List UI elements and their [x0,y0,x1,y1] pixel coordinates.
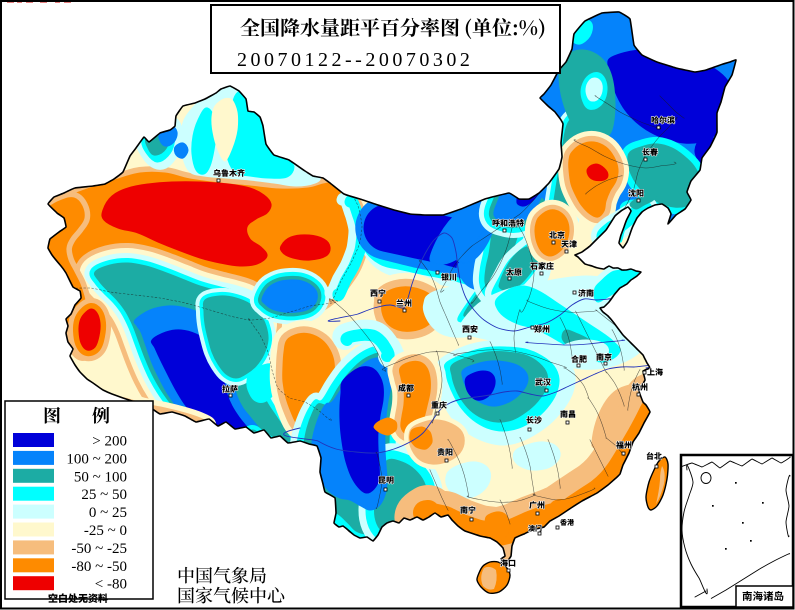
svg-text:100 ~ 200: 100 ~ 200 [66,451,127,467]
svg-text:20070122--20070302: 20070122--20070302 [237,49,473,71]
svg-text:25 ~ 50: 25 ~ 50 [81,487,127,503]
svg-text:> 200: > 200 [92,434,127,450]
svg-text:-25 ~ 0: -25 ~ 0 [84,523,127,539]
svg-text:50 ~ 100: 50 ~ 100 [74,469,127,485]
svg-text:-50 ~ -25: -50 ~ -25 [71,541,127,557]
svg-text:-80 ~ -50: -80 ~ -50 [71,559,127,575]
svg-text:0 ~ 25: 0 ~ 25 [89,505,127,521]
svg-text:< -80: < -80 [95,577,127,593]
